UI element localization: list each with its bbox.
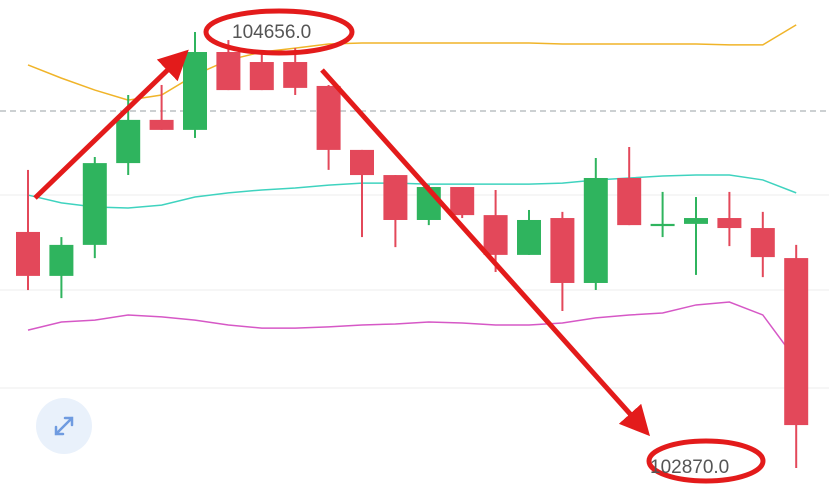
candle-body	[483, 215, 508, 255]
candle-body	[617, 177, 642, 226]
candle-body	[583, 177, 608, 283]
plot	[16, 24, 809, 469]
candle-body	[550, 218, 575, 283]
band-line	[27, 174, 797, 209]
candle-body	[350, 149, 374, 176]
candle-body	[216, 52, 241, 91]
candle-body	[49, 244, 74, 276]
highlight-circle	[646, 438, 766, 484]
band-line	[27, 24, 797, 101]
candle-body	[784, 258, 809, 426]
arrow	[33, 49, 189, 200]
candle-body	[684, 218, 708, 224]
candle-body	[316, 85, 341, 150]
candle-body	[517, 219, 541, 255]
expand-icon	[54, 416, 74, 436]
candle-body	[82, 163, 107, 245]
candle-body	[249, 62, 274, 91]
band-line	[27, 301, 797, 361]
candle-body	[283, 62, 308, 88]
highlight-circle	[203, 8, 355, 56]
overlay: 104656.0 102870.0	[33, 8, 766, 484]
grid	[0, 110, 829, 389]
annotation: 102870.0	[650, 457, 729, 478]
candle-body	[450, 187, 475, 216]
candle-body	[183, 52, 207, 130]
annotation: 104656.0	[232, 22, 311, 43]
candle-body	[650, 223, 675, 227]
arrow	[320, 68, 651, 437]
candle-body	[116, 119, 141, 164]
candle-body	[383, 175, 408, 220]
candle-body	[717, 218, 742, 229]
candle-body	[750, 228, 775, 258]
candle-body	[16, 231, 40, 276]
candle-body	[149, 119, 174, 130]
expand-button[interactable]	[36, 398, 92, 454]
